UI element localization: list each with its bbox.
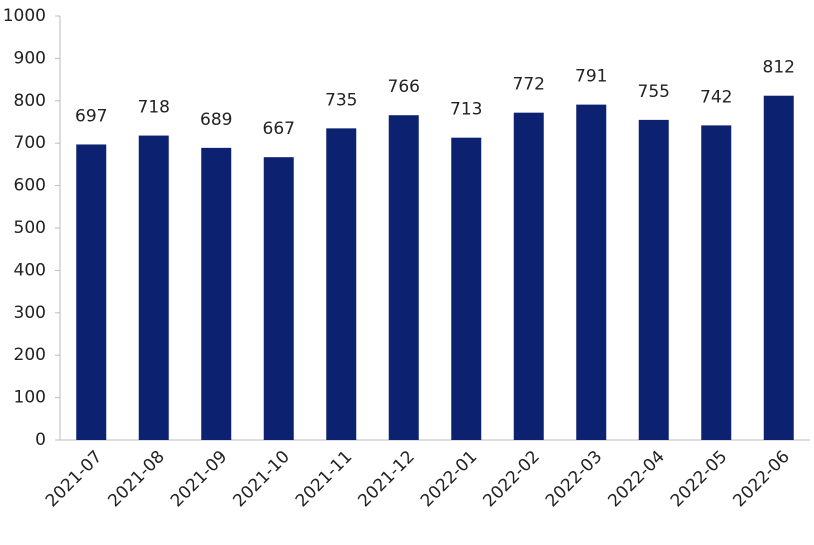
x-tick-label: 2021-12 [354, 447, 418, 511]
y-tick-label: 800 [14, 91, 46, 111]
value-label: 667 [263, 119, 295, 139]
value-label: 718 [138, 98, 170, 118]
bar [513, 112, 544, 440]
y-tick-label: 400 [14, 260, 46, 280]
x-tick-label: 2021-08 [104, 447, 168, 511]
value-label: 812 [763, 58, 795, 78]
bar [638, 119, 669, 440]
y-tick-label: 900 [14, 48, 46, 68]
x-tick-label: 2022-06 [729, 447, 793, 511]
y-tick-label: 200 [14, 345, 46, 365]
y-tick-label: 700 [14, 133, 46, 153]
bar [76, 144, 107, 441]
x-tick-label: 2022-03 [542, 447, 606, 511]
bar [701, 125, 732, 440]
x-tick-label: 2021-09 [167, 447, 231, 511]
y-tick-label: 0 [35, 430, 46, 450]
value-label: 791 [575, 67, 607, 87]
y-tick-label: 600 [14, 176, 46, 196]
bar [576, 104, 607, 440]
value-label: 735 [325, 90, 357, 110]
bar [201, 147, 232, 440]
value-label: 697 [75, 106, 107, 126]
bar [326, 128, 357, 441]
bar [388, 115, 419, 440]
value-label: 772 [513, 75, 545, 95]
value-label: 766 [388, 77, 420, 97]
value-label: 713 [450, 100, 482, 120]
value-label: 742 [700, 87, 732, 107]
bar [263, 157, 294, 440]
x-tick-label: 2022-02 [479, 447, 543, 511]
value-label: 689 [200, 110, 232, 130]
x-tick-label: 2022-04 [604, 447, 668, 511]
bar [138, 135, 169, 440]
x-tick-label: 2022-05 [667, 447, 731, 511]
y-tick-label: 500 [14, 218, 46, 238]
x-tick-label: 2021-10 [229, 447, 293, 511]
x-tick-label: 2021-07 [42, 447, 106, 511]
bar [451, 137, 482, 441]
y-tick-label: 300 [14, 303, 46, 323]
x-tick-label: 2021-11 [292, 447, 356, 511]
y-tick-label: 100 [14, 388, 46, 408]
value-label: 755 [638, 82, 670, 102]
bar [763, 95, 794, 440]
x-tick-label: 2022-01 [417, 447, 481, 511]
y-tick-label: 1000 [3, 6, 46, 26]
